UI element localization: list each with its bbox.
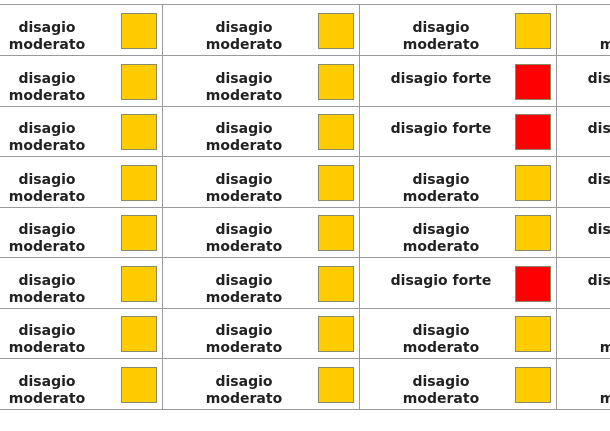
- status-square: [318, 215, 354, 251]
- status-square: [318, 114, 354, 150]
- cell-label: disagio moderato: [402, 171, 480, 205]
- status-square: [515, 114, 551, 150]
- cell-label: disagio moderato: [402, 20, 480, 53]
- cell-label: disagio moderato: [8, 272, 86, 306]
- cell-label: disagio moderato: [205, 70, 283, 104]
- status-square: [318, 13, 354, 49]
- table-cell: disagio moderato: [557, 5, 610, 56]
- status-square: [515, 164, 551, 201]
- cell-label: disagio moderato: [8, 20, 86, 53]
- cell-label: disagio moderato: [205, 222, 283, 255]
- cell-label: disagio forte: [587, 70, 610, 87]
- status-square: [121, 366, 157, 403]
- cell-label: disagio forte: [390, 121, 492, 137]
- table-cell: disagio moderato: [360, 358, 557, 410]
- table-cell: disagio moderato: [360, 156, 557, 208]
- table-cell: disagio moderato: [163, 55, 360, 107]
- cell-label: disagio forte: [390, 272, 492, 289]
- status-square: [121, 63, 157, 100]
- table-cell: disagio forte: [557, 157, 610, 208]
- table-cell: disagio moderato: [0, 5, 163, 56]
- table-cell: disagio forte: [360, 106, 557, 157]
- status-square: [515, 13, 551, 49]
- cell-label: disagio moderato: [205, 323, 283, 356]
- table-cell: disagio moderato: [163, 358, 360, 410]
- cell-label: disagio moderato: [8, 171, 86, 205]
- status-square: [515, 316, 551, 352]
- status-square: [318, 164, 354, 201]
- cell-label: disagio moderato: [8, 70, 86, 104]
- cell-label: disagio moderato: [205, 373, 283, 407]
- cell-label: disagio moderato: [205, 20, 283, 53]
- table-cell: disagio moderato: [557, 308, 610, 359]
- table-cell: disagio forte: [557, 258, 610, 309]
- status-square: [515, 63, 551, 100]
- table-cell: disagio moderato: [0, 257, 163, 309]
- table-cell: disagio moderato: [0, 207, 163, 258]
- cell-label: disagio moderato: [205, 272, 283, 306]
- status-square: [515, 366, 551, 403]
- table-cell: disagio forte: [557, 207, 610, 258]
- table-cell: disagio moderato: [163, 257, 360, 309]
- table-cell: disagio moderato: [360, 207, 557, 258]
- status-square: [318, 265, 354, 302]
- cell-label: disagio moderato: [8, 222, 86, 255]
- table-cell: disagio moderato: [0, 106, 163, 157]
- cell-label: disagio moderato: [599, 20, 610, 53]
- cell-label: disagio forte: [587, 171, 610, 188]
- status-square: [121, 215, 157, 251]
- status-square: [515, 215, 551, 251]
- cell-label: disagio forte: [587, 222, 610, 238]
- table-cell: disagio moderato: [163, 156, 360, 208]
- status-square: [318, 366, 354, 403]
- table-cell: disagio moderato: [0, 156, 163, 208]
- table-cell: disagio moderato: [557, 359, 610, 410]
- cell-label: disagio moderato: [8, 323, 86, 356]
- status-square: [318, 316, 354, 352]
- table-cell: disagio moderato: [163, 5, 360, 56]
- table-cell: disagio moderato: [163, 308, 360, 359]
- cell-label: disagio moderato: [402, 222, 480, 255]
- cell-label: disagio moderato: [402, 373, 480, 407]
- status-square: [515, 265, 551, 302]
- table-cell: disagio moderato: [360, 308, 557, 359]
- table-cell: disagio moderato: [0, 308, 163, 359]
- cell-label: disagio forte: [587, 121, 610, 137]
- table-cell: disagio forte: [360, 257, 557, 309]
- table-cell: disagio moderato: [163, 106, 360, 157]
- cell-label: disagio moderato: [8, 121, 86, 154]
- cell-label: disagio moderato: [205, 171, 283, 205]
- cell-label: disagio forte: [390, 70, 492, 87]
- status-square: [318, 63, 354, 100]
- cell-label: disagio forte: [587, 272, 610, 289]
- cell-label: disagio moderato: [8, 373, 86, 407]
- table-cell: disagio moderato: [0, 358, 163, 410]
- table-cell: disagio moderato: [0, 55, 163, 107]
- table-cell: disagio moderato: [360, 5, 557, 56]
- table-cell: disagio moderato: [163, 207, 360, 258]
- status-square: [121, 265, 157, 302]
- status-square: [121, 316, 157, 352]
- status-square: [121, 13, 157, 49]
- cell-label: disagio moderato: [402, 323, 480, 356]
- status-square: [121, 114, 157, 150]
- table-top-border: [0, 4, 610, 5]
- table-cell: disagio forte: [557, 106, 610, 157]
- cell-label: disagio moderato: [599, 374, 610, 407]
- table-cell: disagio forte: [360, 55, 557, 107]
- table-cell: disagio forte: [557, 56, 610, 107]
- cell-label: disagio moderato: [599, 323, 610, 356]
- cell-label: disagio moderato: [205, 121, 283, 154]
- status-square: [121, 164, 157, 201]
